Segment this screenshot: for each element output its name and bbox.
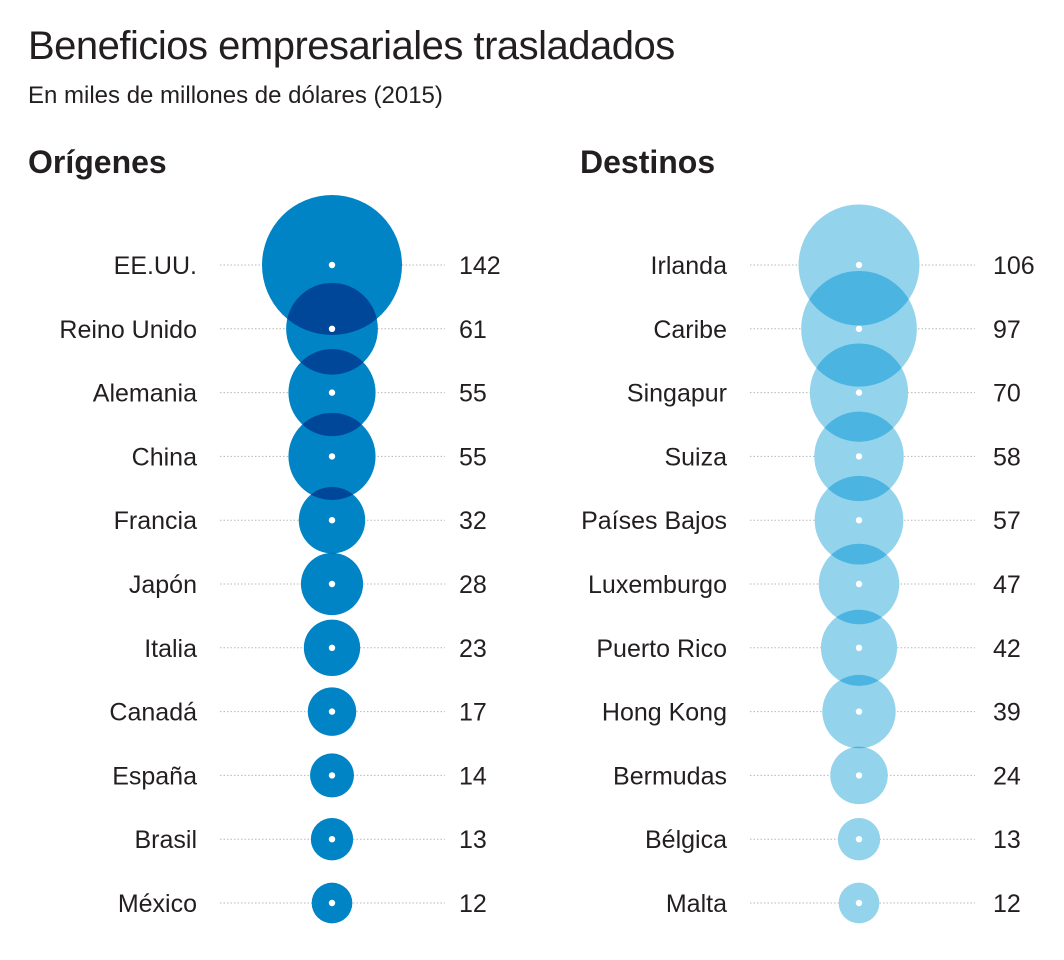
destination-value-label: 47 (993, 571, 1021, 599)
origin-center-dot (328, 453, 336, 460)
destination-value-label: 70 (993, 380, 1021, 408)
origin-center-dot (328, 325, 336, 332)
origin-center-dot (328, 580, 336, 588)
destination-category-label: Suiza (664, 443, 727, 471)
destination-center-dot (855, 580, 863, 588)
origin-center-dot (328, 389, 336, 396)
destination-value-label: 106 (993, 252, 1035, 280)
destination-bubble-overlap (814, 411, 904, 442)
origin-center-dot (328, 644, 336, 651)
destination-center-dot (855, 644, 863, 651)
destination-category-label: Puerto Rico (596, 635, 727, 663)
origin-value-label: 28 (459, 571, 487, 599)
origin-center-dot (328, 836, 336, 843)
origin-category-label: Japón (129, 571, 197, 599)
destination-category-label: Bermudas (613, 762, 727, 790)
destination-category-label: Singapur (627, 380, 727, 408)
destination-category-label: Irlanda (651, 252, 728, 280)
origin-value-label: 14 (459, 762, 487, 790)
destination-category-label: Países Bajos (581, 507, 727, 535)
destination-bubble-overlap (809, 343, 909, 387)
origin-value-label: 23 (459, 635, 487, 663)
destination-value-label: 13 (993, 826, 1021, 854)
destination-center-dot (855, 772, 863, 779)
destinations-heading: Destinos (580, 144, 716, 180)
destination-value-label: 39 (993, 699, 1021, 727)
destination-category-label: Luxemburgo (588, 571, 727, 599)
destination-center-dot (855, 453, 863, 460)
origin-value-label: 55 (459, 380, 487, 408)
origin-center-dot (328, 261, 336, 269)
origin-category-label: Italia (144, 635, 197, 663)
origin-category-label: EE.UU. (114, 252, 197, 280)
origin-value-label: 61 (459, 316, 487, 344)
destination-center-dot (855, 899, 863, 907)
destination-category-label: Bélgica (645, 826, 727, 854)
destination-value-label: 12 (993, 890, 1021, 918)
destination-center-dot (855, 708, 863, 715)
origin-category-label: Alemania (93, 380, 197, 408)
origin-center-dot (328, 899, 336, 907)
origin-category-label: Canadá (109, 699, 197, 727)
chart-subtitle: En miles de millones de dólares (2015) (28, 82, 443, 109)
destination-value-label: 42 (993, 635, 1021, 663)
destination-category-label: Caribe (653, 316, 727, 344)
origin-category-label: Francia (114, 507, 197, 535)
destination-bubble-overlap (801, 270, 917, 326)
destination-value-label: 97 (993, 316, 1021, 344)
origin-category-label: China (132, 443, 197, 471)
origin-value-label: 142 (459, 252, 501, 280)
destination-value-label: 24 (993, 762, 1021, 790)
origin-center-dot (328, 708, 336, 715)
destination-center-dot (855, 836, 863, 843)
origin-value-label: 55 (459, 443, 487, 471)
destination-category-label: Hong Kong (602, 699, 727, 727)
origin-category-label: España (112, 762, 197, 790)
destination-center-dot (855, 325, 863, 332)
origin-value-label: 17 (459, 699, 487, 727)
destination-category-label: Malta (666, 890, 727, 918)
origin-value-label: 12 (459, 890, 487, 918)
origin-category-label: Brasil (134, 826, 197, 854)
destination-center-dot (855, 261, 863, 269)
destination-center-dot (855, 389, 863, 396)
origin-value-label: 13 (459, 826, 487, 854)
origin-category-label: Reino Unido (59, 316, 197, 344)
chart-title: Beneficios empresariales trasladados (28, 24, 675, 68)
destination-column: Irlanda 106 Caribe 97 Singapur 70 Suiza 58 Paíse… (581, 204, 1035, 924)
destination-value-label: 58 (993, 443, 1021, 471)
origin-category-label: México (118, 890, 197, 918)
origin-value-label: 32 (459, 507, 487, 535)
destination-center-dot (855, 517, 863, 524)
destination-value-label: 57 (993, 507, 1021, 535)
origin-center-dot (328, 517, 336, 524)
origins-heading: Orígenes (28, 144, 167, 180)
origin-center-dot (328, 772, 336, 779)
origin-column: EE.UU. 142 Reino Unido 61 Alemania 55 China 55 F… (59, 195, 501, 924)
